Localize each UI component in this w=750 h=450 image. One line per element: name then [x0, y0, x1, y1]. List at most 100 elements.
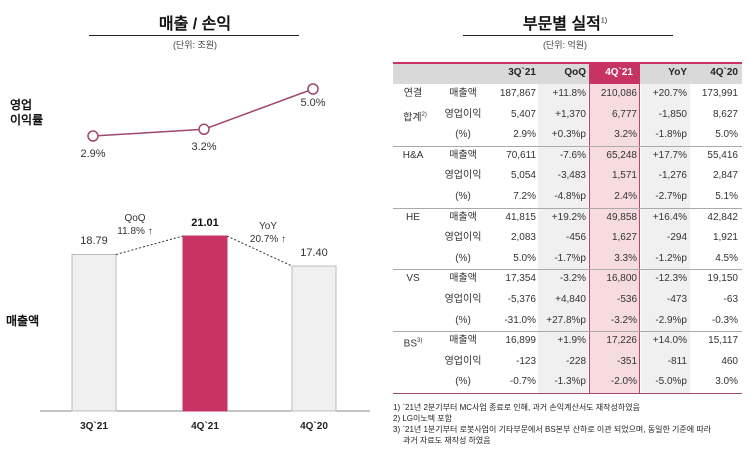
- table-cell: -1.3%p: [554, 376, 586, 388]
- table-cell: 42,842: [707, 211, 738, 223]
- table-cell: 3.2%: [614, 129, 637, 141]
- column-header: 4Q`20: [710, 67, 738, 78]
- margin-point: [87, 130, 99, 142]
- sales-bar: [291, 265, 337, 412]
- table-cell: 1,627: [611, 232, 637, 244]
- qoq-annotation: QoQ 11.8% ↑: [105, 212, 165, 238]
- table-cell: -1.8%p: [655, 129, 687, 141]
- table-cell: 1,571: [611, 170, 637, 182]
- left-unit: (단위: 조원): [172, 40, 218, 50]
- group-name: H&A: [395, 146, 431, 167]
- sales-bar: [182, 235, 228, 412]
- row-label: (%): [455, 129, 471, 141]
- table-cell: 5.0%: [715, 129, 738, 141]
- row-label: 매출액: [449, 335, 477, 347]
- group-name-line2-text: 합계: [403, 111, 422, 123]
- table-cell: -0.3%: [711, 314, 738, 326]
- group-name: BS3): [395, 331, 431, 352]
- row-label: (%): [455, 314, 471, 326]
- table-cell: +1.9%: [557, 335, 586, 347]
- table-cell: -3.2%: [610, 314, 637, 326]
- table-cell: 7.2%: [513, 191, 536, 202]
- table-cell: +11.8%: [552, 88, 586, 99]
- group-name-line2: 합계2): [395, 105, 435, 126]
- x-axis-label: 3Q`21: [80, 421, 108, 432]
- table-cell: -5,376: [507, 294, 536, 305]
- margin-axis-label-line1: 영업: [10, 98, 33, 112]
- margin-point: [198, 123, 210, 136]
- row-label: 영업이익: [444, 170, 482, 182]
- right-title: 부문별 실적1): [460, 10, 670, 34]
- table-cell: 55,416: [707, 149, 738, 161]
- yoy-annotation: YoY 20.7% ↑: [238, 220, 298, 246]
- row-label: (%): [455, 376, 471, 388]
- row-label: (%): [455, 191, 471, 202]
- margin-axis-label-line2: 이익률: [10, 113, 44, 127]
- group-footnote: 3): [417, 338, 423, 345]
- table-cell: -351: [616, 355, 637, 367]
- table-cell: +27.8%p: [546, 314, 586, 326]
- table-cell: +14.0%: [652, 335, 687, 347]
- table-cell: 16,899: [505, 335, 536, 347]
- sales-bar: [71, 253, 117, 412]
- table-cell: 2.4%: [614, 191, 637, 202]
- row-label: 매출액: [449, 149, 477, 161]
- column-header: QoQ: [564, 67, 586, 78]
- group-divider: [393, 145, 742, 147]
- column-header: 3Q`21: [508, 67, 536, 78]
- table-cell: -1,276: [658, 170, 687, 182]
- table-cell: 2,847: [712, 170, 738, 182]
- table-cell: -2.0%: [610, 376, 637, 388]
- footnote-3: 3) `21년 1분기부터 로봇사업이 기타부문에서 BS본부 산하로 이관 되…: [393, 425, 712, 434]
- table-cell: -12.3%: [655, 273, 687, 285]
- group-footnote: 2): [421, 111, 427, 118]
- table-header-band: [393, 62, 742, 84]
- table-cell: -1.7%p: [554, 252, 586, 264]
- table-cell: 2,083: [510, 232, 536, 244]
- table-cell: 5,407: [510, 108, 536, 120]
- group-name-text: HE: [406, 211, 420, 223]
- right-title-rule: [463, 35, 673, 36]
- table-cell: 49,858: [606, 211, 637, 223]
- group-name: 연결: [395, 84, 431, 105]
- table-cell: +4,840: [555, 294, 586, 305]
- table-cell: -456: [565, 232, 586, 244]
- table-cell: 460: [721, 355, 738, 367]
- margin-label: 5.0%: [300, 97, 326, 109]
- table-cell: -3.2%: [559, 273, 586, 285]
- table-cell: -3,483: [557, 170, 586, 182]
- row-label: 매출액: [449, 273, 477, 285]
- table-cell: 4.5%: [715, 252, 738, 264]
- table-cell: +1,370: [555, 108, 586, 120]
- row-label: 영업이익: [444, 355, 482, 367]
- table-cell: 5,054: [510, 170, 536, 182]
- margin-axis-label: 영업 이익률: [10, 98, 43, 128]
- margin-label: 2.9%: [80, 148, 106, 160]
- current-quarter-header-bg: [589, 62, 640, 84]
- table-cell: -294: [666, 232, 687, 244]
- right-title-text: 부문별 실적: [522, 16, 601, 33]
- right-title-footnote: 1): [600, 17, 608, 25]
- sales-value-label: 21.01: [191, 217, 219, 229]
- row-label: 영업이익: [444, 232, 482, 244]
- table-cell: 17,354: [505, 273, 536, 285]
- footnote-1: 1) `21년 2분기부터 MC사업 종료로 인해, 과거 손익계산서도 재작성…: [393, 403, 640, 412]
- table-cell: 5.1%: [715, 191, 738, 202]
- footnotes: 1) `21년 2분기부터 MC사업 종료로 인해, 과거 손익계산서도 재작성…: [393, 402, 711, 446]
- footnote-3-cont: 과거 자료도 재작성 하였음: [403, 436, 491, 445]
- footnote-2: 2) LG이노텍 포함: [393, 414, 453, 423]
- table-cell: 2.9%: [513, 129, 536, 141]
- margin-point: [307, 83, 319, 95]
- table-cell: -811: [667, 355, 687, 367]
- table-cell: 173,991: [701, 88, 738, 99]
- yoy-column-bg: [641, 84, 690, 393]
- group-name: VS: [395, 269, 431, 290]
- column-header: YoY: [668, 67, 687, 78]
- table-cell: -123: [515, 355, 536, 367]
- table-cell: 15,117: [708, 335, 738, 347]
- left-title: 매출 / 손익: [158, 16, 232, 33]
- table-cell: 16,800: [606, 273, 637, 285]
- table-cell: 5.0%: [513, 252, 536, 264]
- qoq-column-bg: [538, 84, 588, 393]
- table-cell: -5.0%p: [655, 376, 687, 388]
